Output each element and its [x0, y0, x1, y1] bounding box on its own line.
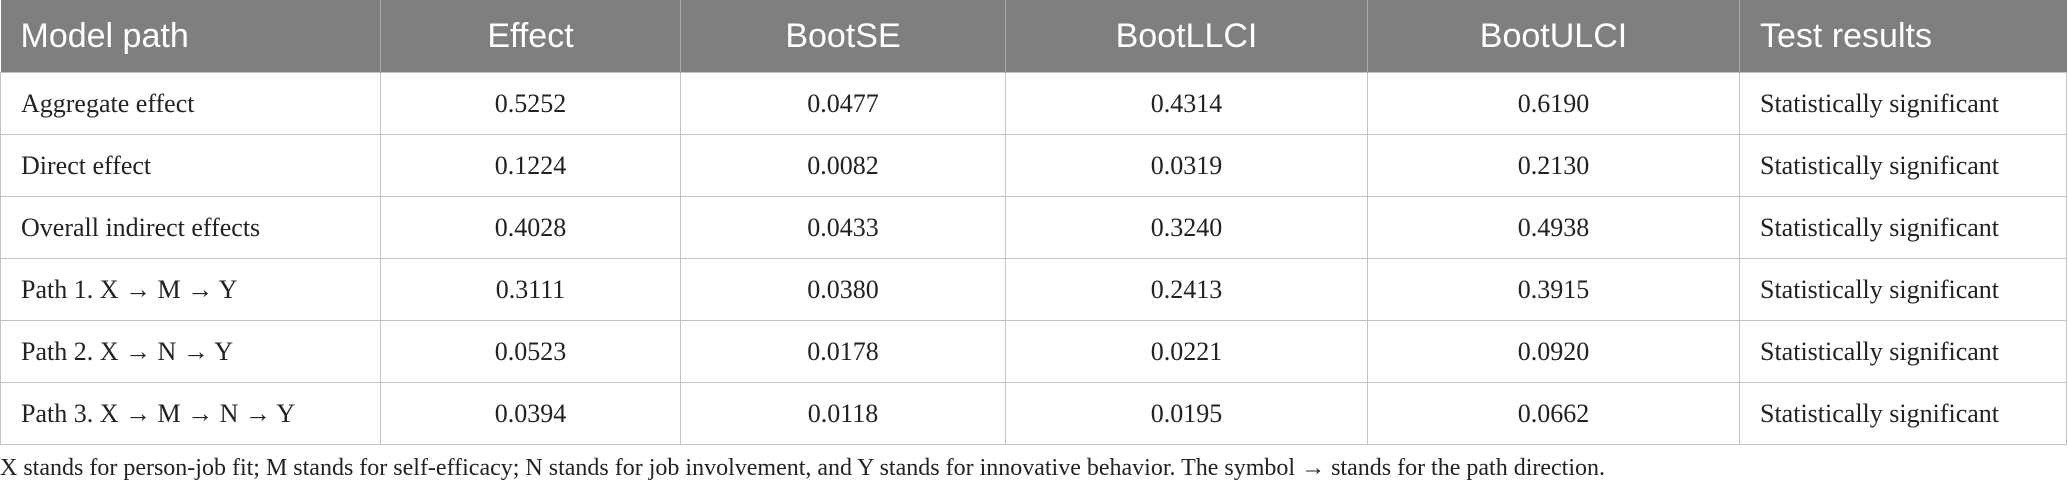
cell-test-result: Statistically significant: [1739, 320, 2067, 383]
cell-model-path: Path 2. X → N → Y: [0, 320, 381, 383]
header-bootulci: BootULCI: [1367, 0, 1740, 73]
cell-bootllci: 0.0195: [1005, 382, 1368, 445]
cell-bootllci: 0.0221: [1005, 320, 1368, 383]
cell-bootllci: 0.4314: [1005, 72, 1368, 135]
cell-bootulci: 0.3915: [1367, 258, 1740, 321]
cell-test-result: Statistically significant: [1739, 258, 2067, 321]
cell-bootulci: 0.4938: [1367, 196, 1740, 259]
table-row: Path 3. X → M → N → Y 0.0394 0.0118 0.01…: [0, 382, 2067, 445]
cell-model-path: Direct effect: [0, 134, 381, 197]
header-bootllci: BootLLCI: [1005, 0, 1368, 73]
cell-test-result: Statistically significant: [1739, 134, 2067, 197]
cell-effect: 0.0394: [380, 382, 681, 445]
table-row: Path 1. X → M → Y 0.3111 0.0380 0.2413 0…: [0, 258, 2067, 321]
cell-model-path: Overall indirect effects: [0, 196, 381, 259]
cell-bootse: 0.0380: [680, 258, 1006, 321]
table-footnote: X stands for person-job fit; M stands fo…: [0, 455, 1605, 481]
header-model-path: Model path: [0, 0, 381, 73]
cell-bootse: 0.0118: [680, 382, 1006, 445]
cell-bootllci: 0.0319: [1005, 134, 1368, 197]
table-row: Overall indirect effects 0.4028 0.0433 0…: [0, 196, 2067, 259]
cell-bootse: 0.0433: [680, 196, 1006, 259]
cell-effect: 0.5252: [380, 72, 681, 135]
cell-bootllci: 0.3240: [1005, 196, 1368, 259]
cell-bootse: 0.0178: [680, 320, 1006, 383]
cell-model-path: Aggregate effect: [0, 72, 381, 135]
header-test-results: Test results: [1739, 0, 2067, 73]
cell-bootulci: 0.0920: [1367, 320, 1740, 383]
cell-effect: 0.0523: [380, 320, 681, 383]
table-row: Direct effect 0.1224 0.0082 0.0319 0.213…: [0, 134, 2067, 197]
table-header-row: Model path Effect BootSE BootLLCI BootUL…: [0, 0, 2067, 73]
cell-model-path: Path 1. X → M → Y: [0, 258, 381, 321]
cell-effect: 0.1224: [380, 134, 681, 197]
cell-bootulci: 0.6190: [1367, 72, 1740, 135]
cell-bootse: 0.0082: [680, 134, 1006, 197]
table-row: Aggregate effect 0.5252 0.0477 0.4314 0.…: [0, 72, 2067, 135]
cell-model-path: Path 3. X → M → N → Y: [0, 382, 381, 445]
header-bootse: BootSE: [680, 0, 1006, 73]
cell-effect: 0.3111: [380, 258, 681, 321]
mediation-results-table: Model path Effect BootSE BootLLCI BootUL…: [0, 0, 2067, 445]
cell-bootllci: 0.2413: [1005, 258, 1368, 321]
cell-bootulci: 0.2130: [1367, 134, 1740, 197]
cell-effect: 0.4028: [380, 196, 681, 259]
cell-test-result: Statistically significant: [1739, 72, 2067, 135]
table-row: Path 2. X → N → Y 0.0523 0.0178 0.0221 0…: [0, 320, 2067, 383]
cell-bootulci: 0.0662: [1367, 382, 1740, 445]
cell-test-result: Statistically significant: [1739, 382, 2067, 445]
cell-bootse: 0.0477: [680, 72, 1006, 135]
header-effect: Effect: [380, 0, 681, 73]
cell-test-result: Statistically significant: [1739, 196, 2067, 259]
